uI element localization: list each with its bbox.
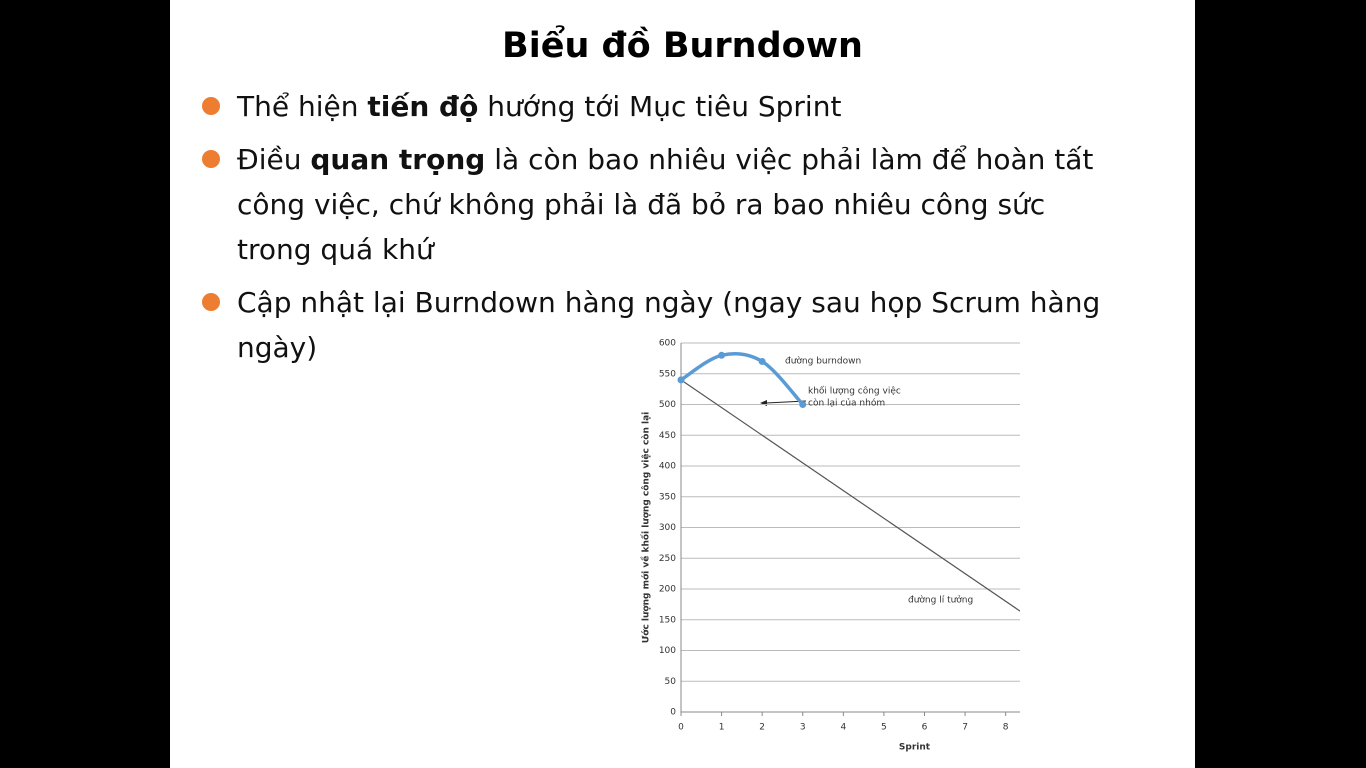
bullet: Thể hiện tiến độ hướng tới Mục tiêu Spri… [200, 84, 1120, 129]
y-tick-label: 500 [659, 400, 676, 410]
x-tick-label: 8 [1003, 723, 1009, 733]
series-label: đường burndown [785, 356, 861, 367]
y-tick-label: 50 [665, 677, 677, 687]
y-tick-label: 250 [659, 554, 676, 564]
y-tick-label: 0 [670, 708, 676, 718]
bullet-list: Thể hiện tiến độ hướng tới Mục tiêu Spri… [200, 84, 1120, 378]
series-label: đường lí tưởng [908, 595, 973, 606]
text: là còn bao nhiêu việc phải làm để hoàn t… [237, 143, 1094, 266]
text: Điều [237, 143, 311, 176]
y-axis-label: Ước lượng mới về khối lượng công việc cò… [641, 412, 652, 644]
x-tick-label: 5 [881, 723, 887, 733]
bold-text: tiến độ [367, 90, 479, 123]
bullet: Điều quan trọng là còn bao nhiêu việc ph… [200, 137, 1120, 272]
text: hướng tới Mục tiêu Sprint [478, 90, 842, 123]
series-line [680, 379, 1020, 612]
y-tick-label: 450 [659, 431, 676, 441]
point [799, 401, 807, 408]
y-tick-label: 100 [659, 646, 676, 656]
x-tick-label: 6 [922, 723, 928, 733]
x-tick-label: 0 [678, 723, 684, 733]
bold-text: quan trọng [310, 143, 486, 176]
x-tick-label: 2 [759, 723, 765, 733]
chart: 0 50 100 150 200 250 300 350 400 450 500 550 600 0 1 2 3… [641, 339, 1020, 753]
point [718, 351, 726, 359]
y-tick-label: 350 [659, 492, 676, 502]
series-line [680, 351, 805, 406]
x-tick-label: 4 [840, 723, 846, 733]
slide: Biểu đồ Burndown Thể hiện tiến độ hướng … [170, 0, 1195, 768]
y-tick-label: 600 [659, 339, 676, 349]
annotation: còn lại của nhóm [808, 398, 885, 409]
y-tick-label: 550 [659, 369, 676, 379]
point [758, 357, 766, 365]
x-tick-label: 1 [719, 723, 725, 733]
point [677, 376, 685, 384]
x-axis-label: Sprint [899, 743, 931, 753]
x-tick-label: 3 [800, 723, 806, 733]
text: Cập nhật lại Burndown hàng ngày (ngay sa… [237, 286, 1101, 364]
y-tick-label: 400 [659, 462, 676, 472]
annotation-arrowhead [760, 400, 767, 406]
text: Thể hiện [237, 90, 368, 123]
y-tick-label: 300 [659, 523, 676, 533]
y-tick-label: 200 [659, 585, 676, 595]
y-tick-label: 150 [659, 615, 676, 625]
x-tick-label: 7 [962, 723, 968, 733]
bullet: Cập nhật lại Burndown hàng ngày (ngay sa… [200, 280, 1120, 370]
slide-title: Biểu đồ Burndown [502, 26, 863, 66]
annotation: khối lượng công việc [808, 386, 901, 397]
